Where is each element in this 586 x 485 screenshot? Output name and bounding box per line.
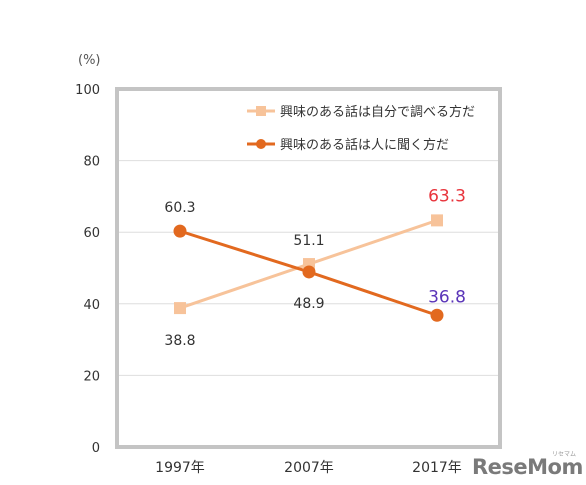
y-tick-label: 100	[75, 83, 100, 98]
y-tick-label: 0	[92, 441, 100, 456]
data-point-square	[174, 302, 186, 315]
logo-text: ReseMom	[472, 455, 583, 479]
data-point-circle	[173, 224, 187, 238]
data-point-circle	[430, 308, 444, 322]
plot-frame	[115, 87, 502, 449]
legend-marker-circle	[256, 139, 266, 149]
data-point-circle	[302, 265, 316, 279]
logo-subtext: リセマム	[552, 451, 576, 458]
y-tick-label: 60	[83, 226, 100, 241]
resemom-logo: ReseMom リセマム	[472, 451, 583, 479]
y-tick-label: 20	[83, 369, 100, 384]
x-axis-ticks: 1997年 2007年 2017年	[155, 460, 462, 476]
y-unit-label: (%)	[78, 53, 101, 68]
data-point-square	[431, 214, 443, 227]
data-label: 60.3	[164, 200, 195, 216]
x-tick-label: 2017年	[412, 460, 462, 476]
series-group	[173, 214, 444, 322]
data-label: 63.3	[428, 186, 466, 206]
data-labels: 38.8 51.1 63.3 60.3 48.9 36.8	[164, 186, 466, 349]
legend-label: 興味のある話は人に聞く方だ	[280, 137, 449, 153]
y-tick-label: 80	[83, 155, 100, 170]
legend-label: 興味のある話は自分で調べる方だ	[280, 104, 475, 120]
legend-marker-square	[256, 106, 266, 116]
data-label: 36.8	[428, 287, 466, 307]
data-label: 51.1	[293, 233, 324, 249]
data-label: 48.9	[293, 296, 324, 312]
x-tick-label: 1997年	[155, 460, 205, 476]
y-axis-ticks: 0 20 40 60 80 100	[75, 83, 100, 456]
data-label: 38.8	[164, 333, 195, 349]
y-tick-label: 40	[83, 298, 100, 313]
x-tick-label: 2007年	[284, 460, 334, 476]
